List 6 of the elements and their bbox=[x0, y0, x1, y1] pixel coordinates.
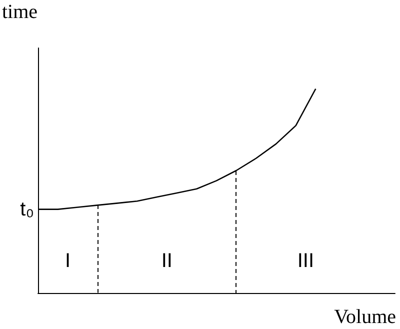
text: t₀ bbox=[20, 198, 34, 220]
annotation: III bbox=[297, 250, 314, 272]
annotation: I bbox=[64, 250, 71, 272]
y-axis-title: time bbox=[2, 1, 38, 23]
annotation: II bbox=[161, 250, 172, 272]
x-axis-title: Volume bbox=[334, 306, 396, 328]
